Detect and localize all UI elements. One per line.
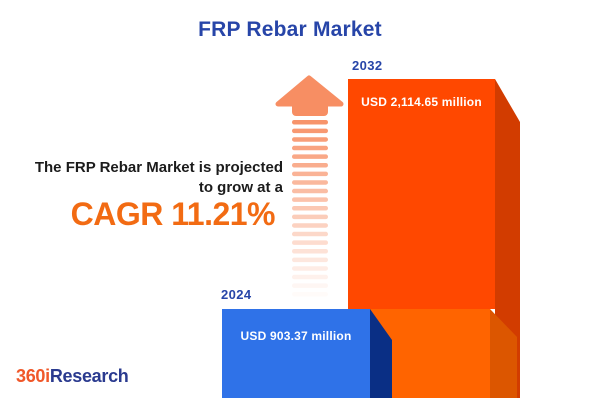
annotation-line1: The FRP Rebar Market is projected [34, 159, 283, 176]
brand-logo-research: Research [49, 366, 129, 386]
bar-2024-side [370, 309, 392, 398]
year-label-2024: 2024 [221, 287, 252, 302]
value-label-2032: USD 2,114.65 million [361, 95, 482, 109]
bar-2032-band-side [490, 309, 517, 398]
arrow-stripes [292, 120, 328, 297]
arrow-head [275, 75, 344, 107]
annotation-line2: to grow at a [198, 179, 283, 196]
cagr-value: CAGR 11.21% [70, 196, 276, 232]
bar-2032-side [495, 79, 520, 398]
bar-2024-face [222, 309, 370, 398]
growth-arrow-icon [275, 75, 344, 297]
brand-logo-360i: 360i [16, 366, 50, 386]
value-label-2024: USD 903.37 million [240, 329, 352, 343]
annotation-text: The FRP Rebar Market is projected to gro… [0, 158, 283, 198]
page-title: FRP Rebar Market [198, 18, 382, 41]
brand-logo: 360iResearch [16, 366, 129, 387]
bar-2032-face [348, 79, 495, 309]
year-label-2032: 2032 [352, 58, 383, 73]
